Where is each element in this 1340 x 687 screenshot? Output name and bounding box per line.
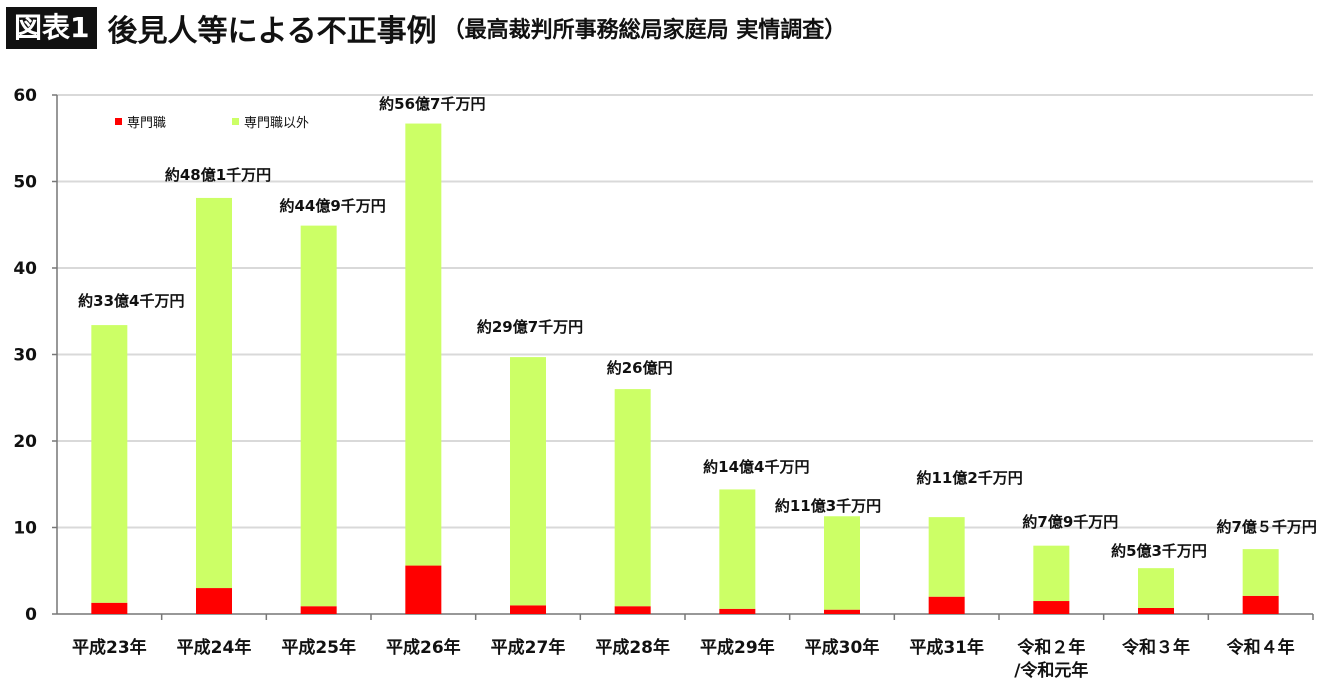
bar-segment-non-professional — [614, 389, 651, 607]
bar-segment-non-professional — [91, 325, 128, 603]
chart-title: 後見人等による不正事例 — [107, 14, 437, 49]
y-tick-label: 50 — [13, 173, 37, 193]
bar-segment-non-professional — [405, 123, 442, 566]
legend-swatch — [115, 118, 122, 125]
bar-segment-non-professional — [824, 516, 860, 610]
bar-segment-professional — [824, 609, 860, 614]
y-tick-label: 60 — [13, 86, 37, 106]
y-tick-label: 0 — [25, 605, 37, 625]
chart-subtitle: （最高裁判所事務総局家庭局 実情調査） — [442, 18, 847, 43]
legend-label: 専門職 — [127, 116, 166, 131]
x-tick-label: 平成30年 — [805, 637, 880, 658]
x-tick-label: 平成25年 — [281, 637, 356, 658]
data-label: 約5億3千万円 — [1111, 542, 1207, 560]
x-tick-label: 平成29年 — [700, 637, 775, 658]
x-tick-label: 平成24年 — [177, 637, 252, 658]
x-tick-label: /令和元年 — [1014, 660, 1088, 681]
data-label: 約7億５千万円 — [1216, 518, 1316, 536]
chart-header: 図表1 後見人等による不正事例 （最高裁判所事務総局家庭局 実情調査） — [6, 6, 846, 50]
bar-segment-non-professional — [1138, 568, 1174, 608]
bar-segment-professional — [196, 588, 232, 614]
x-tick-label: 平成27年 — [491, 637, 566, 658]
x-tick-label: 平成28年 — [595, 637, 670, 658]
bar-segment-professional — [510, 605, 546, 614]
y-tick-label: 30 — [13, 346, 37, 366]
data-label: 約56億7千万円 — [379, 95, 485, 113]
bar-segment-professional — [1033, 601, 1070, 614]
data-label: 約26億円 — [607, 359, 673, 377]
bar-segment-non-professional — [1242, 549, 1279, 596]
figure-badge: 図表1 — [6, 7, 98, 49]
x-tick-label: 平成23年 — [72, 637, 147, 658]
data-label: 約11億3千万円 — [775, 497, 881, 515]
bar-segment-professional — [928, 596, 965, 614]
bar-segment-non-professional — [1033, 545, 1070, 602]
x-tick-label: 平成26年 — [386, 637, 461, 658]
bar-segment-professional — [719, 608, 756, 614]
x-tick-label: 令和４年 — [1227, 637, 1295, 658]
bar-segment-professional — [405, 565, 442, 614]
legend-swatch — [232, 118, 239, 125]
y-tick-label: 20 — [13, 432, 37, 452]
bar-segment-non-professional — [196, 197, 232, 589]
bar-segment-professional — [1138, 607, 1174, 614]
data-label: 約7億9千万円 — [1022, 513, 1118, 531]
x-tick-label: 平成31年 — [909, 637, 984, 658]
bar-segment-professional — [300, 606, 337, 614]
bar-segment-professional — [614, 606, 651, 614]
bar-segment-professional — [91, 602, 128, 614]
data-label: 約11億2千万円 — [917, 469, 1023, 487]
x-tick-label: 令和２年 — [1017, 637, 1085, 658]
data-label: 約48億1千万円 — [165, 166, 271, 184]
y-tick-label: 40 — [13, 259, 37, 279]
bar-segment-non-professional — [510, 357, 546, 606]
x-tick-label: 令和３年 — [1122, 637, 1190, 658]
data-label: 約33億4千万円 — [78, 292, 184, 310]
y-tick-label: 10 — [13, 519, 37, 539]
data-label: 約44億9千万円 — [280, 197, 386, 215]
data-label: 約14億4千万円 — [703, 458, 809, 476]
bar-segment-professional — [1242, 595, 1279, 614]
data-label: 約29億7千万円 — [477, 318, 583, 336]
bar-segment-non-professional — [719, 489, 756, 609]
legend-label: 専門職以外 — [244, 116, 309, 131]
bar-segment-non-professional — [928, 517, 965, 597]
bar-segment-non-professional — [300, 225, 337, 607]
